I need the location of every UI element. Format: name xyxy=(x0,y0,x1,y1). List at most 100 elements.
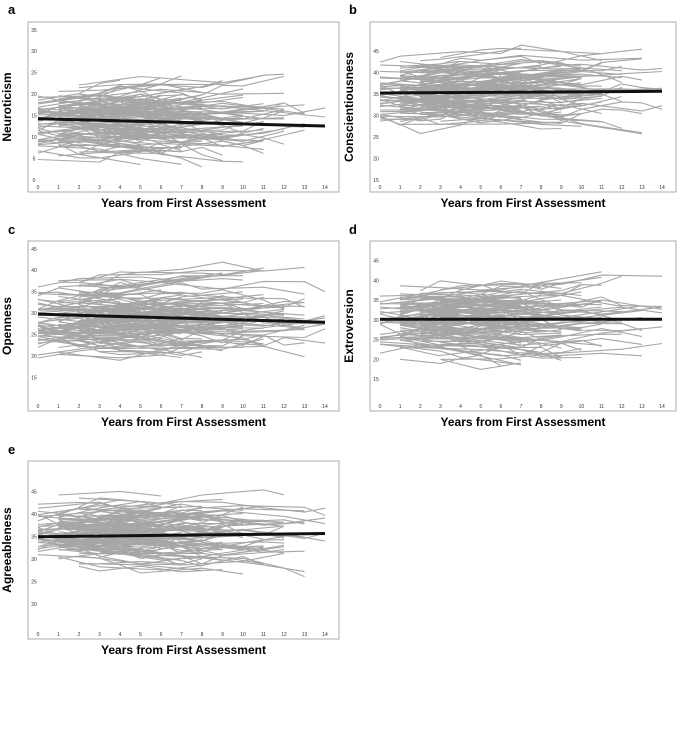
x-axis-title: Years from First Assessment xyxy=(441,196,606,210)
x-tick-label: 3 xyxy=(439,404,442,410)
trajectory-line xyxy=(58,146,182,157)
y-tick-label: 20 xyxy=(31,354,37,360)
trajectory-line xyxy=(99,552,182,566)
trajectory-line xyxy=(99,510,223,523)
trajectory-line xyxy=(37,130,80,136)
trajectory-line xyxy=(37,533,141,552)
trajectory-line xyxy=(399,93,602,106)
trajectory-line xyxy=(420,299,602,318)
panel-letter: d xyxy=(349,222,357,237)
x-tick-label: 7 xyxy=(180,185,183,191)
x-tick-label: 9 xyxy=(221,632,224,638)
y-tick-label: 25 xyxy=(31,580,37,586)
trajectory-line xyxy=(78,93,182,108)
trajectory-line xyxy=(37,322,182,335)
trajectory-line xyxy=(99,301,305,317)
trajectory-line xyxy=(379,321,562,349)
x-axis-title: Years from First Assessment xyxy=(101,196,266,210)
x-tick-label: 0 xyxy=(37,404,40,410)
x-tick-label: 14 xyxy=(322,404,328,410)
y-axis-title: Extroversion xyxy=(342,289,356,362)
trajectory-line xyxy=(379,114,602,126)
x-tick-label: 11 xyxy=(261,632,266,638)
trajectory-line xyxy=(99,328,326,347)
trajectory-line xyxy=(420,83,522,92)
y-tick-label: 25 xyxy=(31,333,37,339)
x-tick-label: 3 xyxy=(98,632,101,638)
panel-letter: b xyxy=(349,2,357,17)
trajectory-line xyxy=(58,324,182,335)
trajectory-line xyxy=(78,121,162,126)
panel-a: a0 1 2 3 4 5 6 7 8 9 10 11 12 13 1405101520253035Years… xyxy=(0,2,340,210)
trajectory-line xyxy=(420,79,542,99)
trajectory-line xyxy=(420,340,501,349)
trajectory-line xyxy=(440,309,542,328)
trajectory-line xyxy=(379,330,522,344)
trajectory-line xyxy=(78,565,223,573)
y-tick-label: 10 xyxy=(31,135,37,141)
x-tick-label: 12 xyxy=(281,404,287,410)
x-axis-title: Years from First Assessment xyxy=(441,415,606,429)
trajectory-line xyxy=(78,300,305,315)
x-tick-label: 7 xyxy=(520,185,523,191)
trajectory-line xyxy=(440,274,663,291)
x-tick-label: 9 xyxy=(221,404,224,410)
x-tick-label: 3 xyxy=(439,185,442,191)
x-tick-label: 8 xyxy=(201,185,204,191)
trajectory-line xyxy=(37,130,223,142)
y-axis-title: Agreeableness xyxy=(0,507,14,593)
x-tick-label: 11 xyxy=(261,404,266,410)
panel-letter: a xyxy=(8,2,16,17)
trajectory-line xyxy=(440,118,562,124)
x-tick-label: 8 xyxy=(201,404,204,410)
trajectory-line xyxy=(78,522,244,535)
trajectory-line xyxy=(78,126,162,134)
trajectory-line xyxy=(58,298,121,304)
trajectory-line xyxy=(99,528,326,547)
x-tick-label: 9 xyxy=(221,185,224,191)
trajectory-line xyxy=(400,100,642,117)
trajectory-line xyxy=(58,526,141,542)
trajectory-line xyxy=(379,308,441,314)
trajectory-line xyxy=(99,270,264,289)
trajectory-line xyxy=(37,324,162,347)
x-tick-label: 13 xyxy=(639,404,645,410)
y-tick-label: 45 xyxy=(31,489,37,495)
x-tick-label: 2 xyxy=(78,632,81,638)
trajectory-line xyxy=(379,343,582,357)
trajectory-line xyxy=(37,124,223,140)
trajectory-line xyxy=(420,87,602,105)
trajectory-line xyxy=(400,276,602,291)
x-tick-label: 7 xyxy=(520,404,523,410)
trajectory-line xyxy=(400,283,582,297)
x-tick-label: 12 xyxy=(281,632,287,638)
y-tick-label: 20 xyxy=(373,357,379,363)
x-tick-label: 2 xyxy=(419,404,422,410)
y-tick-label: 35 xyxy=(373,298,379,304)
x-tick-label: 0 xyxy=(379,404,382,410)
trajectory-line xyxy=(400,48,642,79)
trajectory-line xyxy=(37,107,203,115)
y-tick-label: 15 xyxy=(31,114,37,120)
trajectory-line xyxy=(78,547,223,561)
x-tick-label: 1 xyxy=(399,185,402,191)
x-tick-label: 13 xyxy=(639,185,645,191)
y-tick-label: 30 xyxy=(373,114,379,120)
trajectory-line xyxy=(440,299,663,316)
trajectory-line xyxy=(399,346,441,357)
trajectory-line xyxy=(78,280,162,299)
trajectory-line xyxy=(58,507,203,521)
trajectory-line xyxy=(399,330,562,361)
trajectory-line xyxy=(37,94,162,105)
y-tick-label: 40 xyxy=(31,268,37,274)
trajectory-line xyxy=(37,104,203,116)
x-axis-title: Years from First Assessment xyxy=(101,643,266,657)
trajectory-line xyxy=(78,497,182,506)
x-tick-label: 1 xyxy=(57,185,60,191)
trajectory-line xyxy=(400,346,522,366)
trajectory-line xyxy=(420,47,522,62)
x-tick-label: 12 xyxy=(619,404,625,410)
x-tick-label: 13 xyxy=(302,404,308,410)
trajectory-line xyxy=(78,278,326,293)
trajectory-line xyxy=(58,271,223,288)
